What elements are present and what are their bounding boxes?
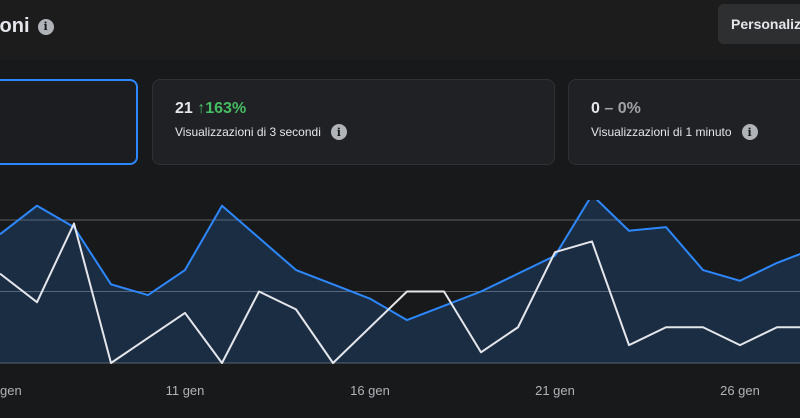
customize-button[interactable]: Personalizza <box>718 4 800 44</box>
x-tick-label: gen <box>0 383 22 398</box>
info-icon[interactable]: i <box>37 18 54 35</box>
page-title-text: ioni <box>0 15 30 37</box>
metric-label: Visualizzazioni di 3 secondi i <box>175 124 347 140</box>
series-line-blue[interactable] <box>0 200 800 322</box>
x-tick-label: 16 gen <box>350 383 390 398</box>
metric-number: 0 <box>591 100 600 117</box>
metric-card-selected[interactable] <box>0 79 138 165</box>
header-bar: ioni i Personalizza <box>0 0 800 60</box>
x-tick-label: 26 gen <box>720 383 760 398</box>
metric-delta: – 0% <box>604 100 641 117</box>
metric-label-text: Visualizzazioni di 3 secondi <box>175 125 321 139</box>
metric-value: 0 – 0% <box>591 100 641 118</box>
metric-label: Visualizzazioni di 1 minuto i <box>591 124 758 140</box>
x-tick-label: 21 gen <box>535 383 575 398</box>
metric-card-3s-views[interactable]: 21 ↑163% Visualizzazioni di 3 secondi i <box>152 79 555 165</box>
metric-number: 21 <box>175 100 193 117</box>
x-tick-label: 11 gen <box>166 383 205 398</box>
metric-value: 21 ↑163% <box>175 100 246 118</box>
views-line-chart: gen 11 gen 16 gen 21 gen 26 gen <box>0 200 800 398</box>
metric-delta: 163% <box>205 100 247 117</box>
metric-card-1min-views[interactable]: 0 – 0% Visualizzazioni di 1 minuto i <box>568 79 800 165</box>
series-line-white[interactable] <box>0 222 800 364</box>
page-title: ioni i <box>0 15 54 38</box>
metric-label-text: Visualizzazioni di 1 minuto <box>591 125 732 139</box>
info-icon[interactable]: i <box>741 124 758 140</box>
info-icon[interactable]: i <box>330 124 347 140</box>
delta-up-arrow-icon: ↑ <box>197 100 206 117</box>
series-area <box>0 200 800 363</box>
